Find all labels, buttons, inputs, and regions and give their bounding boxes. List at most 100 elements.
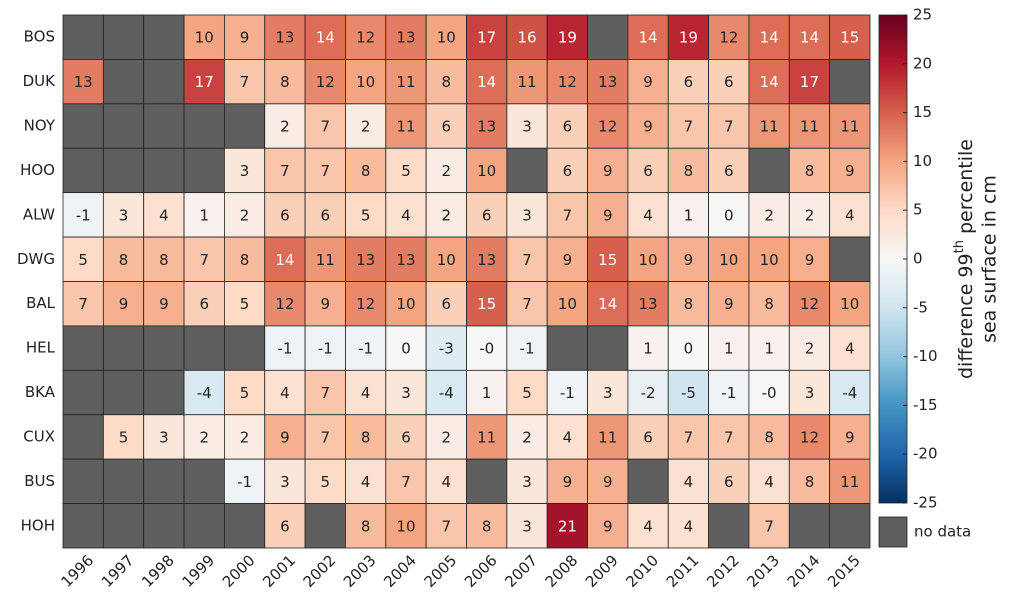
colorbar-tick-label: 15 bbox=[913, 103, 932, 121]
y-tick-label: CUX bbox=[23, 427, 55, 445]
cell-label: 9 bbox=[684, 251, 694, 269]
cell-label: 14 bbox=[598, 295, 617, 313]
cell-label: 4 bbox=[280, 384, 290, 402]
cell-label: 1 bbox=[684, 206, 694, 224]
cell-label: 12 bbox=[800, 295, 819, 313]
cell bbox=[223, 414, 266, 460]
cell-label: 7 bbox=[522, 251, 532, 269]
no-data-cell bbox=[304, 503, 346, 549]
cell-label: 2 bbox=[361, 118, 371, 136]
cell-label: 8 bbox=[805, 473, 815, 491]
cell bbox=[627, 103, 669, 149]
colorbar-tick-label: 20 bbox=[913, 54, 932, 72]
cell-label: 0 bbox=[684, 340, 694, 358]
cell-label: 10 bbox=[437, 29, 456, 47]
cell bbox=[506, 458, 548, 504]
x-tick-label: 2001 bbox=[259, 551, 299, 591]
cell bbox=[748, 369, 790, 416]
x-tick-label: 2002 bbox=[300, 551, 340, 591]
cell bbox=[788, 458, 831, 504]
y-tick-label: NOY bbox=[24, 117, 56, 135]
cell-label: -1 bbox=[520, 340, 535, 358]
legend-swatch bbox=[878, 516, 908, 548]
cell-label: 9 bbox=[805, 251, 815, 269]
cell-label: 6 bbox=[563, 162, 573, 180]
cell-label: 13 bbox=[396, 251, 415, 269]
cell bbox=[667, 236, 709, 282]
cell-label: 9 bbox=[603, 206, 613, 224]
cell-label: 10 bbox=[356, 73, 375, 91]
cell-label: 3 bbox=[603, 384, 613, 402]
cell-label: 5 bbox=[321, 473, 331, 491]
cell bbox=[708, 369, 750, 416]
y-tick-label: BAL bbox=[26, 294, 56, 312]
no-data-cell bbox=[183, 103, 225, 149]
cell-label: 11 bbox=[840, 118, 859, 136]
cell-label: 8 bbox=[442, 73, 452, 91]
cell-label: 7 bbox=[321, 384, 331, 402]
cell-label: 15 bbox=[598, 251, 617, 269]
cell-label: -1 bbox=[318, 340, 333, 358]
cell-label: 19 bbox=[679, 29, 698, 47]
cell bbox=[506, 325, 548, 371]
x-tick-label: 1998 bbox=[138, 551, 178, 591]
cell bbox=[264, 147, 306, 194]
cell bbox=[345, 369, 387, 416]
cell bbox=[708, 458, 750, 504]
cell-label: -2 bbox=[641, 384, 656, 402]
cell bbox=[425, 458, 467, 504]
cell-label: -4 bbox=[197, 384, 212, 402]
cell-label: 6 bbox=[724, 473, 734, 491]
cell-label: 5 bbox=[119, 428, 129, 446]
cell bbox=[829, 369, 871, 416]
cell bbox=[587, 369, 629, 416]
no-data-cell bbox=[143, 103, 185, 149]
cell bbox=[829, 192, 871, 238]
cell-label: 1 bbox=[643, 340, 653, 358]
cell-label: -4 bbox=[842, 384, 857, 402]
y-tick-label: BOS bbox=[24, 28, 55, 46]
cell-label: 2 bbox=[199, 428, 209, 446]
cell-label: 3 bbox=[522, 206, 532, 224]
cell-label: 2 bbox=[442, 162, 452, 180]
cell bbox=[102, 414, 145, 460]
no-data-cell bbox=[143, 503, 185, 549]
cell bbox=[304, 414, 346, 460]
no-data-cell bbox=[466, 458, 508, 504]
cell bbox=[587, 59, 629, 105]
colorbar-label-part: difference 99 bbox=[955, 253, 977, 379]
cell bbox=[304, 236, 346, 282]
cell-label: 9 bbox=[643, 118, 653, 136]
y-tick-label: HOO bbox=[20, 161, 55, 179]
cell-label: 4 bbox=[401, 206, 411, 224]
cell-label: 17 bbox=[477, 29, 496, 47]
no-data-cell bbox=[102, 503, 145, 549]
cell bbox=[385, 236, 427, 282]
cell bbox=[546, 147, 588, 194]
cell bbox=[62, 59, 104, 105]
cell bbox=[385, 59, 427, 105]
cell-label: -3 bbox=[439, 340, 454, 358]
no-data-cell bbox=[788, 503, 831, 549]
cell bbox=[788, 281, 831, 327]
cell-label: 8 bbox=[240, 251, 250, 269]
cell bbox=[385, 458, 427, 504]
cell bbox=[102, 236, 145, 282]
cell bbox=[546, 236, 588, 282]
cell-label: 14 bbox=[275, 251, 294, 269]
y-tick-label: BKA bbox=[25, 383, 56, 401]
cell bbox=[748, 14, 790, 60]
cell-label: 15 bbox=[477, 295, 496, 313]
cell bbox=[385, 103, 427, 149]
cell bbox=[708, 192, 750, 238]
cell bbox=[264, 325, 306, 371]
cell-label: 13 bbox=[477, 118, 496, 136]
cell bbox=[102, 192, 145, 238]
x-tick-label: 2008 bbox=[542, 551, 582, 591]
no-data-cell bbox=[62, 458, 104, 504]
no-data-cell bbox=[102, 458, 145, 504]
no-data-cell bbox=[748, 147, 790, 194]
cell-label: 13 bbox=[396, 29, 415, 47]
cell-label: 1 bbox=[482, 384, 492, 402]
cell-label: 6 bbox=[724, 73, 734, 91]
